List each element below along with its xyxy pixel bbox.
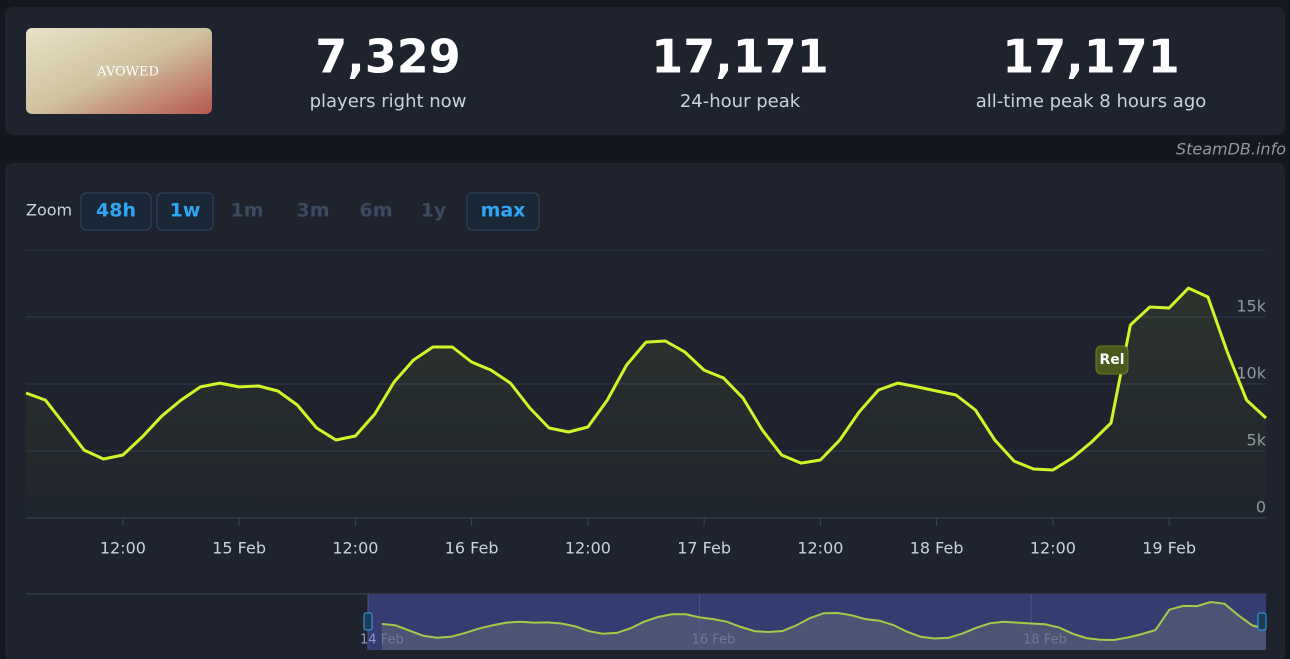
y-tick-label: 15k [1236,297,1266,316]
zoom-button[interactable] [80,192,152,231]
zoom-button[interactable] [466,192,540,231]
zoom-label: Zoom [26,201,72,220]
annotation-flag[interactable] [1095,345,1129,375]
zoom-button[interactable] [156,192,214,231]
x-tick-label: 12:00 [565,539,611,558]
x-tick-label: 12:00 [332,539,378,558]
x-tick-label: 12:00 [1030,539,1076,558]
game-logo: AVOWED [96,65,159,80]
navigator-line [381,600,1267,642]
zoom-button-label: 1y [421,200,447,222]
x-tick-label: 18 Feb [910,539,964,558]
annotation-text[interactable]: Rel [1099,352,1124,368]
x-tick-label: 12:00 [100,539,146,558]
stat-value: 17,171 [651,30,829,84]
y-tick-label: 10k [1236,364,1266,383]
x-tick-label: 19 Feb [1142,539,1196,558]
game-image [26,28,212,114]
navigator-handle[interactable] [1257,612,1267,631]
zoom-button-label: 3m [296,200,329,222]
x-tick-label: 16 Feb [445,539,499,558]
stat-value: 17,171 [1002,30,1180,84]
navigator-area [381,602,1266,650]
line-series [25,286,1268,472]
stat-label: all-time peak 8 hours ago [976,91,1207,112]
x-tick-label: 17 Feb [677,539,731,558]
watermark: SteamDB.info [1176,140,1286,159]
zoom-button-label[interactable]: 1w [170,200,201,222]
x-tick-label: 12:00 [797,539,843,558]
stat-value: 7,329 [315,30,461,84]
zoom-button-label[interactable]: 48h [96,200,136,222]
zoom-button-label: 1m [230,200,263,222]
stats-panel [5,7,1285,135]
line-area [26,288,1266,518]
stat-label: 24-hour peak [680,91,801,112]
zoom-button-label: 6m [359,200,392,222]
zoom-button-label[interactable]: max [481,200,526,222]
x-tick-label: 15 Feb [212,539,266,558]
navigator-handle[interactable] [363,612,373,631]
stat-label: players right now [310,91,467,112]
